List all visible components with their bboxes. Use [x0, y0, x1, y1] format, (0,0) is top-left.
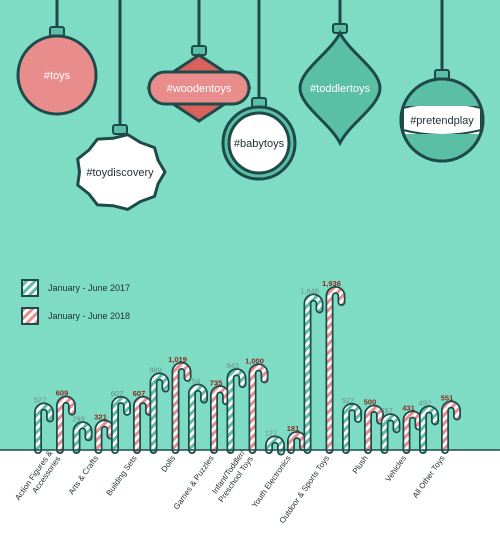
bar-2018: 735 — [210, 378, 230, 454]
bar-2017: 607 — [111, 389, 131, 454]
cane-fill — [250, 365, 267, 453]
value-label: 1,000 — [245, 356, 264, 365]
ornament-body — [76, 133, 167, 211]
bar-2017: 492 — [419, 398, 439, 454]
value-label: 1,936 — [322, 279, 341, 288]
value-label: 321 — [94, 412, 107, 421]
value-label: 181 — [287, 424, 300, 433]
cane-fill — [343, 404, 361, 453]
ornament-woodentoys: #woodentoys — [146, 0, 252, 123]
ornament-label: #pretendplay — [410, 115, 474, 127]
ornaments: #toys #toydiscovery #woodentoys #babytoys #t… — [16, 0, 485, 211]
bar-2017: 754 — [188, 377, 208, 454]
cane-fill — [189, 385, 207, 453]
value-label: 754 — [188, 377, 201, 386]
value-label: 551 — [441, 393, 454, 402]
legend-label: January - June 2017 — [48, 283, 130, 293]
bar-2017: 527 — [34, 395, 54, 454]
value-label: 1,846 — [300, 286, 319, 295]
cane-fill — [57, 397, 75, 453]
cane-fill — [74, 423, 91, 453]
cane-fill — [420, 407, 438, 453]
value-label: 607 — [111, 389, 124, 398]
cane-fill — [134, 397, 152, 453]
cane-fill — [382, 414, 399, 453]
bar-2017: 1,846 — [300, 286, 324, 454]
bar-2017: 299 — [72, 414, 93, 454]
bar-2018: 1,000 — [245, 356, 269, 454]
legend-item: January - June 2018 — [21, 307, 130, 325]
cane-fill — [266, 437, 284, 454]
cane-fill — [442, 402, 460, 453]
ornament-babytoys: #babytoys — [221, 0, 297, 181]
bar-2017: 943 — [226, 361, 247, 454]
bar-2018: 609 — [56, 389, 76, 454]
ornament-label: #babytoys — [234, 138, 285, 150]
label-area — [0, 450, 500, 536]
ornament-band — [147, 70, 251, 106]
bar-2018: 1,936 — [322, 279, 346, 454]
cane-fill — [151, 374, 168, 453]
bar-2017: 127 — [265, 429, 285, 456]
bar-2017: 397 — [380, 406, 401, 454]
cane-fill — [327, 287, 344, 453]
bar-2018: 500 — [364, 398, 384, 454]
value-label: 889 — [149, 366, 162, 375]
value-label: 500 — [364, 398, 377, 407]
ornament-outline — [399, 77, 485, 163]
ornament-body — [298, 29, 382, 147]
legend: January - June 2017 January - June 2018 — [21, 279, 130, 325]
bar-2018: 431 — [402, 403, 423, 454]
value-label: 735 — [210, 378, 223, 387]
cane-fill — [173, 363, 190, 453]
ornament-label: #toddlertoys — [310, 83, 370, 95]
bar-2018: 181 — [287, 424, 307, 454]
cane-fill — [96, 421, 113, 453]
value-label: 609 — [56, 389, 69, 398]
cane-fill — [112, 397, 130, 453]
bar-2018: 321 — [94, 412, 115, 454]
bar-2017: 522 — [342, 396, 362, 454]
value-label: 943 — [226, 361, 239, 370]
ornament-label: #woodentoys — [167, 83, 232, 95]
cane-fill — [288, 432, 306, 453]
ornament-toddlertoys: #toddlertoys — [298, 0, 382, 147]
value-label: 607 — [133, 389, 146, 398]
value-label: 127 — [265, 429, 278, 438]
value-label: 299 — [72, 414, 85, 423]
value-label: 1,019 — [168, 355, 187, 364]
legend-label: January - June 2018 — [48, 311, 130, 321]
cane-fill — [211, 387, 229, 453]
bar-2018: 551 — [441, 393, 461, 454]
bar-2017: 889 — [149, 366, 170, 454]
legend-swatch — [21, 279, 39, 297]
value-label: 492 — [419, 398, 432, 407]
bar-2018: 607 — [133, 389, 153, 454]
ornament-cap — [112, 124, 128, 135]
value-label: 527 — [34, 395, 47, 404]
ornament-toys: #toys — [16, 0, 98, 116]
value-label: 397 — [380, 406, 393, 415]
value-label: 431 — [402, 403, 415, 412]
legend-swatch — [21, 307, 39, 325]
cane-fill — [365, 406, 383, 453]
cane-fill — [404, 412, 421, 453]
value-label: 522 — [342, 396, 355, 405]
ornament-body — [227, 111, 291, 175]
legend-item: January - June 2017 — [21, 279, 130, 297]
ornament-toydiscovery: #toydiscovery — [76, 0, 167, 211]
cane-fill — [305, 295, 322, 453]
cane-fill — [35, 404, 53, 453]
bar-2018: 1,019 — [168, 355, 192, 454]
ornament-label: #toys — [44, 70, 71, 82]
cane-fill — [228, 369, 245, 453]
ornament-body — [16, 34, 98, 116]
ornament-label: #toydiscovery — [86, 167, 154, 179]
